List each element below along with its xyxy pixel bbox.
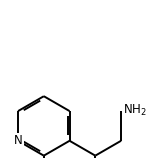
- Text: N: N: [14, 134, 22, 147]
- Text: NH$_2$: NH$_2$: [123, 103, 146, 118]
